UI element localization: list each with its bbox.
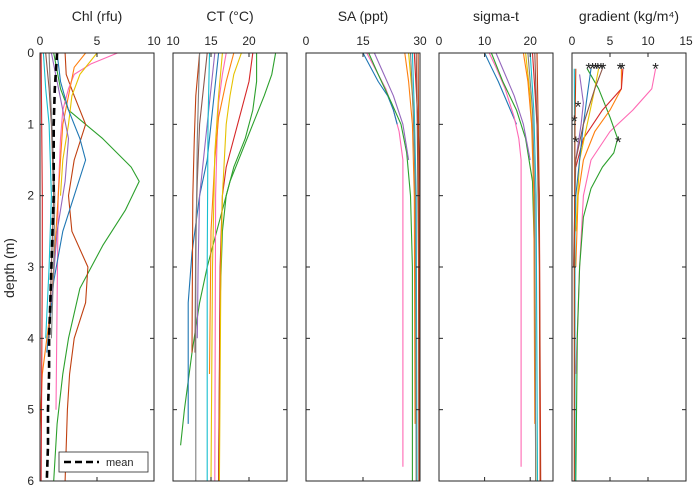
- panel-2-xtick-label-3: 20: [242, 34, 256, 48]
- panel-4-series-line-11: [536, 53, 541, 481]
- panel-4-series-line-9: [529, 53, 539, 481]
- panel-2-xtick-label-2: 15: [204, 34, 218, 48]
- panel-4-series-line-10: [527, 53, 537, 481]
- panel-4-series-line-7: [522, 53, 536, 424]
- panel-2-plot-area: [173, 53, 287, 481]
- panel-5-marker-4: *: [595, 60, 602, 79]
- panel-1-title: Chl (rfu): [72, 8, 123, 24]
- panel-5-series-line-2: [575, 68, 619, 481]
- ytick-label-7: 6: [27, 474, 34, 488]
- panel-3-xtick-label-3: 30: [413, 34, 427, 48]
- panel-2-series-line-12: [195, 53, 201, 481]
- panel-5-marker-13: *: [615, 133, 622, 152]
- panel-1-xtick-label-3: 10: [147, 34, 161, 48]
- panel-2-series-line-10: [191, 53, 201, 353]
- ytick-label-6: 5: [27, 403, 34, 417]
- panel-3-series-line-10: [409, 53, 417, 481]
- panel-4-series-line-4: [495, 53, 531, 161]
- panel-2-xtick-label-1: 10: [166, 34, 180, 48]
- panel-5-marker-3: *: [592, 60, 599, 79]
- panel-1-series-line-10: [42, 53, 52, 339]
- panel-5-marker-10: *: [575, 98, 582, 117]
- panel-1-xtick-label-2: 5: [94, 34, 101, 48]
- panel-3-series-line-3: [368, 53, 413, 481]
- ytick-label-1: 0: [27, 46, 34, 60]
- panel-4-xtick-label-1: 0: [436, 34, 443, 48]
- panels-group: 0 5 10 0 1 2 3 4 5 6 Chl (rfu) mean 10 15 20 CT (°C) 0 15…: [27, 8, 693, 488]
- ytick-label-3: 2: [27, 189, 34, 203]
- panel-2-series-line-11: [206, 53, 211, 481]
- panel-5-series-line-7: [575, 74, 584, 161]
- panel-2-series-line-8: [196, 53, 216, 339]
- panel-4-xtick-label-3: 20: [524, 34, 538, 48]
- panel-5-xtick-label-3: 10: [641, 34, 655, 48]
- panel-2-series-line-3: [218, 53, 254, 481]
- panel-1-legend-box: [58, 451, 149, 473]
- panel-3-title: SA (ppt): [338, 8, 389, 24]
- panel-4-series-line-1: [484, 53, 518, 125]
- panel-2-series-line-6: [208, 53, 235, 375]
- panel-2-series-line-7: [187, 53, 220, 424]
- panel-3-series-line-2: [362, 53, 398, 125]
- panel-5-marker-5: *: [598, 60, 605, 79]
- panel-5-xtick-label-2: 5: [607, 34, 614, 48]
- panel-5-series-line-5: [575, 68, 600, 232]
- panel-1-series-line-8: [50, 53, 70, 303]
- panel-2-series-line-4: [218, 53, 242, 481]
- panel-4-series-group: [484, 53, 542, 481]
- panel-1-series-line-11: [40, 53, 43, 481]
- panel-1-xtick-label-1: 0: [37, 34, 44, 48]
- panel-4-xtick-label-2: 10: [478, 34, 492, 48]
- panel-5-marker-11: *: [571, 112, 578, 131]
- panel-5-marker-6: *: [600, 60, 607, 79]
- panel-1-chl-rfu: 0 5 10 0 1 2 3 4 5 6 Chl (rfu) mean: [27, 8, 161, 488]
- panel-5-marker-8: *: [619, 60, 626, 79]
- panel-5-marker-7: *: [617, 60, 624, 79]
- panel-5-marker-12: *: [572, 133, 579, 152]
- panel-1-series-group: [40, 53, 140, 481]
- y-axis-label: depth (m): [1, 238, 17, 298]
- panel-1-legend: mean: [58, 451, 149, 473]
- panel-2-series-group: [180, 53, 277, 481]
- panel-2-title: CT (°C): [206, 8, 253, 24]
- panel-3-sa-ppt: 0 15 30 SA (ppt): [303, 8, 427, 482]
- panel-1-legend-label: mean: [106, 457, 134, 469]
- panel-5-xtick-label-4: 15: [679, 34, 693, 48]
- panel-4-series-line-2: [488, 53, 522, 467]
- panel-5-title: gradient (kg/m⁴): [579, 8, 679, 24]
- panel-3-xtick-label-1: 0: [303, 34, 310, 48]
- panel-5-plot-area: [572, 53, 686, 481]
- ytick-label-2: 1: [27, 117, 34, 131]
- panel-5-marker-1: *: [585, 60, 592, 79]
- panel-3-series-line-7: [404, 53, 416, 424]
- panel-1-series-line-3: [64, 53, 89, 481]
- panel-3-xtick-label-2: 15: [356, 34, 370, 48]
- panel-3-series-line-4: [373, 53, 410, 161]
- panel-1-series-line-6: [40, 53, 87, 432]
- panel-5-marker-2: *: [589, 60, 596, 79]
- panel-1-series-mean: [45, 53, 59, 481]
- panel-1-series-line-7: [46, 53, 87, 353]
- panel-5-xtick-label-1: 0: [569, 34, 576, 48]
- panel-2-series-line-13: [210, 53, 223, 481]
- panel-2-ct-c: 10 15 20 CT (°C): [166, 8, 288, 482]
- panel-5-marker-9: *: [652, 60, 659, 79]
- panel-4-title: sigma-t: [473, 8, 519, 24]
- panel-4-sigma-t: 0 10 20 sigma-t: [436, 8, 554, 482]
- panel-1-series-line-5: [59, 53, 98, 196]
- ytick-label-4: 3: [27, 260, 34, 274]
- ytick-label-5: 4: [27, 331, 34, 345]
